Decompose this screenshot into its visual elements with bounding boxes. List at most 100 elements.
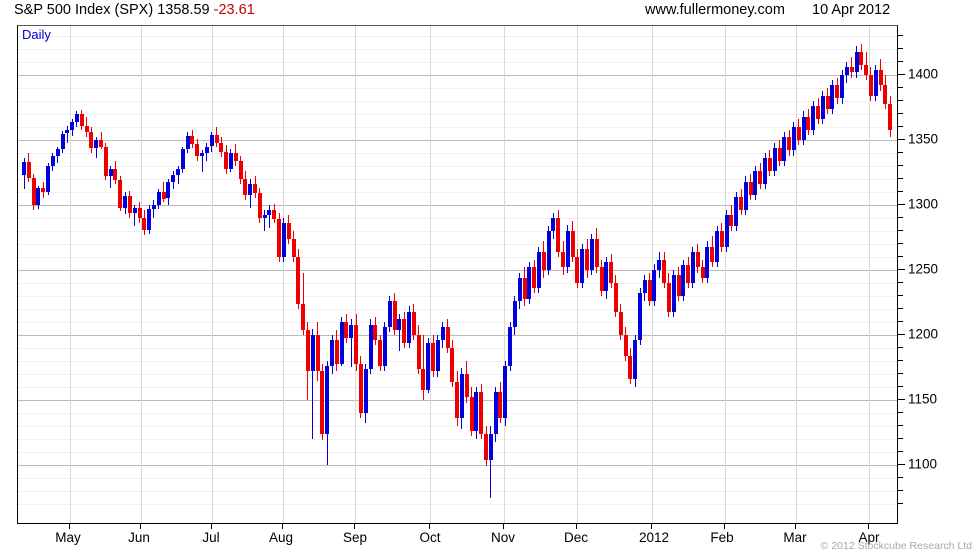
candle-body <box>753 171 757 194</box>
price-tick-minor <box>898 282 903 283</box>
price-tick-major <box>898 204 905 205</box>
time-axis-label: Feb <box>710 530 733 545</box>
candle-body <box>412 312 416 335</box>
candle-body <box>811 106 815 129</box>
candle-body <box>677 275 681 296</box>
candle-body <box>537 252 541 288</box>
candle-body <box>624 335 628 356</box>
candle-body <box>460 374 464 418</box>
candle-body <box>70 122 74 130</box>
price-tick-minor <box>898 191 903 192</box>
candle-body <box>604 262 608 291</box>
candle-body <box>426 343 430 390</box>
candle-body <box>465 374 469 397</box>
candle-body <box>551 218 555 231</box>
candle-body <box>619 312 623 335</box>
candle-body <box>595 239 599 268</box>
candle-body <box>296 257 300 304</box>
price-tick-minor <box>898 503 903 504</box>
candle-body <box>734 197 738 226</box>
candle-body <box>94 140 98 148</box>
candle-body <box>532 267 536 288</box>
candle-body <box>830 85 834 108</box>
candle-body <box>311 335 315 371</box>
candle-body <box>792 127 796 150</box>
price-tick-minor <box>898 412 903 413</box>
candle-body <box>763 158 767 184</box>
time-axis-label: 2012 <box>639 530 669 545</box>
candle-body <box>123 196 127 208</box>
candle-body <box>369 325 373 369</box>
price-tick-major <box>898 139 905 140</box>
candle-body <box>566 231 570 267</box>
candle-body <box>729 215 733 225</box>
price-axis-label: 1150 <box>908 392 937 407</box>
price-axis-label: 1400 <box>908 67 938 82</box>
time-axis-label: Aug <box>269 530 293 545</box>
candle-body <box>874 70 878 96</box>
candle-body <box>118 180 122 207</box>
candle-body <box>542 252 546 270</box>
price-tick-minor <box>898 217 903 218</box>
candle-body <box>80 114 84 126</box>
candle-body <box>147 209 151 230</box>
candle-body <box>292 239 296 257</box>
price-tick-minor <box>898 360 903 361</box>
time-tick <box>724 524 725 529</box>
price-tick-minor <box>898 35 903 36</box>
candle-body <box>402 319 406 342</box>
time-axis-label: Dec <box>564 530 588 545</box>
candle-body <box>258 193 262 218</box>
candle-body <box>686 265 690 283</box>
candle-body <box>749 182 753 195</box>
candle-body <box>657 260 661 270</box>
candle-body <box>773 148 777 171</box>
candle-body <box>306 330 310 372</box>
time-axis-label: Jun <box>128 530 150 545</box>
candle-body <box>171 175 175 182</box>
candle-wick <box>423 335 424 400</box>
candle-body <box>816 106 820 119</box>
candle-wick <box>67 126 68 143</box>
candle-body <box>282 223 286 257</box>
price-tick-minor <box>898 61 903 62</box>
candle-body <box>705 247 709 278</box>
candle-body <box>205 147 209 154</box>
candle-body <box>633 340 637 379</box>
candle-body <box>393 301 397 330</box>
price-tick-minor <box>898 126 903 127</box>
price-tick-minor <box>898 256 903 257</box>
price-axis: 1100115012001250130013501400 <box>898 25 980 526</box>
candle-body <box>859 52 863 65</box>
candle-body <box>739 197 743 210</box>
candle-body <box>61 134 65 150</box>
price-tick-minor <box>898 243 903 244</box>
price-tick-minor <box>898 295 903 296</box>
candle-body <box>229 153 233 169</box>
candle-body <box>508 327 512 366</box>
price-plot-area[interactable] <box>17 25 898 524</box>
candle-body <box>267 210 271 215</box>
candle-body <box>614 283 618 312</box>
candle-body <box>263 215 267 218</box>
candle-body <box>349 325 353 338</box>
candle-body <box>498 392 502 418</box>
candle-body <box>166 182 170 199</box>
candle-body <box>354 325 358 364</box>
candle-body <box>547 231 551 270</box>
candle-body <box>99 140 103 147</box>
time-axis-label: May <box>55 530 81 545</box>
price-tick-minor <box>898 308 903 309</box>
candle-body <box>51 156 55 166</box>
candle-body <box>681 265 685 296</box>
page-title: S&P 500 Index (SPX) 1358.59 -23.61 <box>14 0 255 22</box>
candle-body <box>224 152 228 169</box>
candle-body <box>320 371 324 433</box>
candle-body <box>758 171 762 184</box>
candle-body <box>41 188 45 192</box>
candle-body <box>138 208 142 218</box>
price-tick-minor <box>898 48 903 49</box>
time-axis-label: Sep <box>343 530 367 545</box>
candle-body <box>436 340 440 371</box>
time-axis-label: Nov <box>491 530 515 545</box>
